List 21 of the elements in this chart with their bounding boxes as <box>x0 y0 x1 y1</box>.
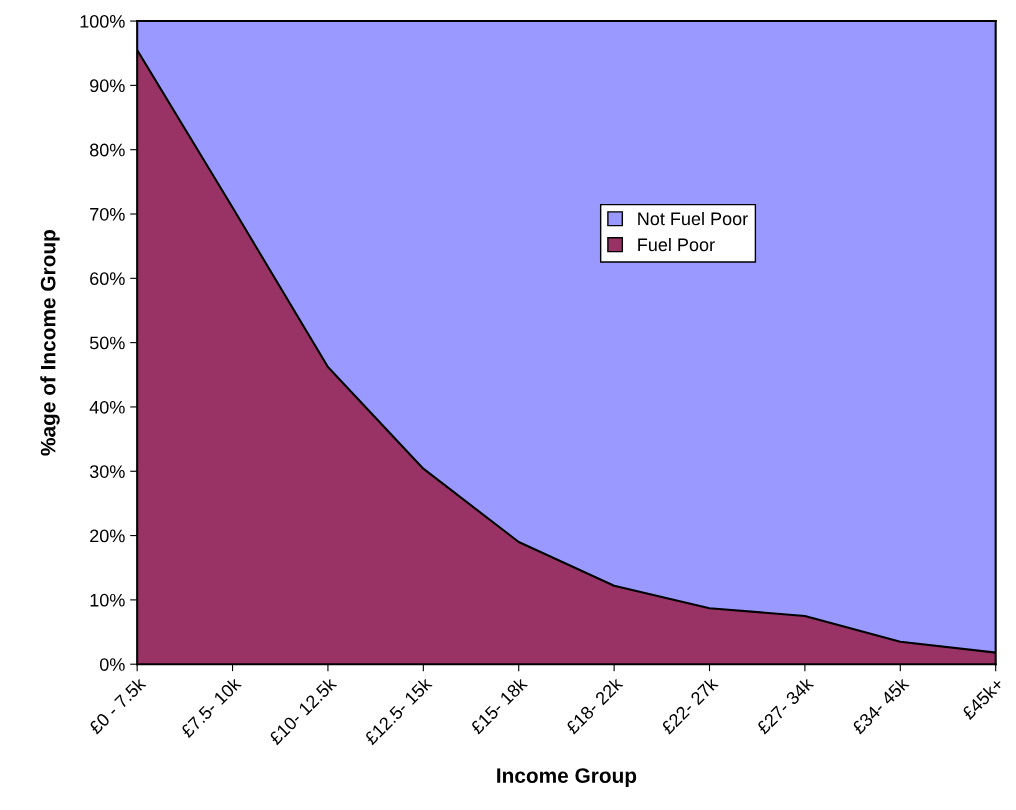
y-tick-label: 40% <box>89 400 125 414</box>
y-tick-label: 60% <box>90 272 125 286</box>
x-tick-label: £0 - 7.5k <box>87 675 147 735</box>
x-axis-title: Income Group <box>497 768 637 788</box>
y-tick-label: 0% <box>99 658 125 671</box>
y-tick-label: 30% <box>89 465 125 478</box>
y-tick-label: 100% <box>80 14 125 28</box>
legend-label: Not Fuel Poor <box>638 211 748 226</box>
y-tick-label: 20% <box>90 529 125 543</box>
y-tick-label: 80% <box>90 143 125 157</box>
y-tick-label: 90% <box>90 79 125 93</box>
y-tick-label: 10% <box>90 593 125 607</box>
y-tick-label: 70% <box>90 207 125 221</box>
x-tick-label: £18- 22k <box>564 675 624 735</box>
y-axis-title: %age of Income Group <box>40 230 60 456</box>
x-tick-label: £34- 45k <box>850 675 910 735</box>
legend-label: Fuel Poor <box>638 237 715 252</box>
x-tick-label: £22- 27k <box>660 675 719 735</box>
x-tick-label: £15- 18k <box>469 675 529 735</box>
x-tick-label: £27- 34k <box>755 675 815 735</box>
y-tick-label: 50% <box>89 336 125 350</box>
